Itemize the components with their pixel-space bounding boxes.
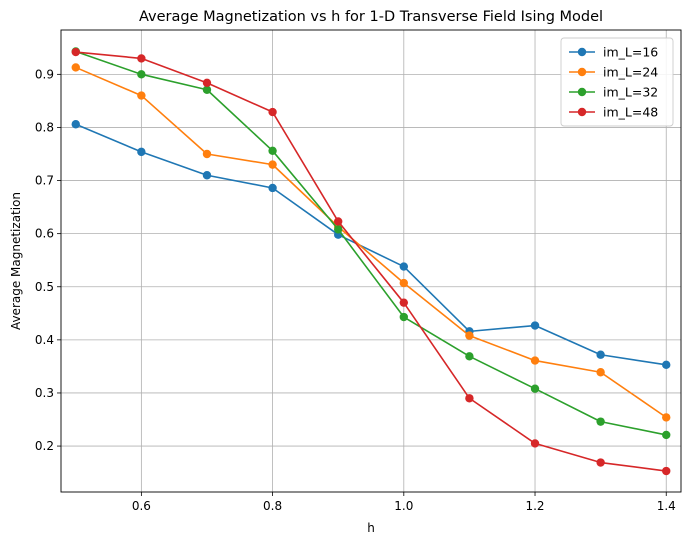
data-point [596, 368, 605, 377]
data-point [71, 63, 80, 72]
y-tick-label: 0.2 [35, 439, 54, 453]
data-point [137, 91, 146, 100]
data-point [596, 417, 605, 426]
data-point [662, 360, 671, 370]
data-point [137, 54, 146, 63]
x-axis-label: h [367, 521, 375, 535]
legend-item: im_L=48 [569, 105, 658, 120]
data-point [333, 225, 343, 234]
series-line [75, 50, 667, 436]
legend-label: im_L=32 [603, 85, 658, 100]
data-point [465, 394, 474, 403]
legend-item: im_L=32 [569, 85, 658, 100]
axis-ticks: 0.6 0.8 1.0 1.2 1.4 0.2 0.3 0.4 0.5 0.6 0.7 0.8 0.9 [35, 67, 676, 513]
legend-item: im_L=24 [569, 65, 658, 80]
data-point [202, 149, 212, 159]
y-tick-label: 0.3 [35, 386, 54, 400]
legend-label: im_L=48 [603, 105, 658, 120]
data-point [465, 352, 474, 361]
legend-item: im_L=16 [569, 45, 658, 60]
data-point [137, 147, 146, 157]
data-point [399, 312, 409, 322]
legend-swatch-marker [577, 87, 587, 97]
series-line [75, 123, 667, 366]
data-point [137, 70, 146, 79]
y-tick-label: 0.6 [35, 227, 54, 241]
x-tick-label: 1.4 [657, 499, 676, 513]
x-tick-label: 1.0 [394, 499, 413, 513]
data-point [202, 171, 212, 180]
legend-label: im_L=16 [603, 45, 658, 60]
data-point [662, 413, 671, 422]
x-tick-label: 0.6 [132, 499, 151, 513]
data-point [399, 278, 409, 288]
y-tick-label: 0.7 [35, 174, 54, 188]
legend-swatch-marker [577, 67, 587, 77]
y-tick-label: 0.4 [35, 333, 54, 347]
data-point [662, 430, 671, 440]
series-im_L=48 [71, 47, 671, 476]
data-point [530, 356, 540, 365]
x-tick-label: 1.2 [525, 499, 544, 513]
data-point [530, 384, 540, 393]
y-axis-label: Average Magnetization [9, 192, 23, 330]
data-point [71, 47, 80, 57]
data-point [399, 298, 409, 307]
legend: im_L=16 im_L=24 im_L=32 im_L=48 [560, 37, 674, 127]
data-point [202, 78, 212, 88]
data-point [71, 120, 80, 129]
chart-title: Average Magnetization vs h for 1-D Trans… [139, 9, 603, 25]
data-point [530, 321, 540, 330]
series-group [71, 47, 671, 476]
data-point [268, 183, 277, 193]
legend-label: im_L=24 [603, 65, 658, 80]
data-point [268, 160, 277, 169]
data-point [268, 146, 277, 156]
series-line [75, 66, 667, 419]
series-im_L=16 [71, 120, 671, 370]
data-point [202, 85, 212, 94]
y-tick-label: 0.9 [35, 67, 54, 81]
y-tick-label: 0.8 [35, 120, 54, 134]
y-tick-label: 0.5 [35, 280, 54, 294]
series-line [75, 51, 667, 472]
data-point [530, 439, 540, 448]
legend-swatch-marker [577, 107, 587, 117]
data-point [268, 107, 277, 117]
data-point [596, 458, 605, 467]
data-point [333, 217, 343, 226]
data-point [596, 350, 605, 359]
legend-box [560, 37, 674, 127]
plot-frame [60, 29, 682, 493]
x-tick-label: 0.8 [263, 499, 282, 513]
data-point [662, 466, 671, 476]
data-point [399, 262, 409, 271]
legend-swatch-marker [577, 47, 587, 57]
data-point [465, 331, 474, 340]
